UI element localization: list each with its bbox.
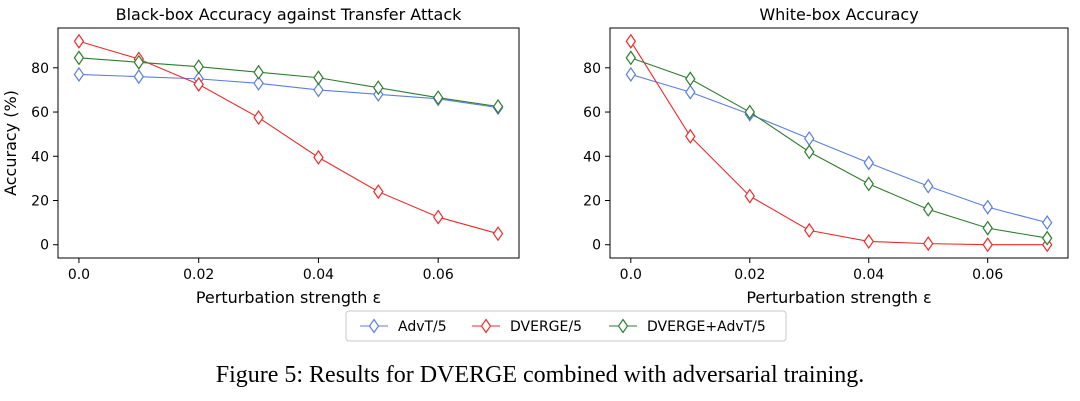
data-point-dverge-advt-5 xyxy=(982,220,993,236)
x-tick-label: 0.02 xyxy=(734,267,765,283)
data-point-dverge-5 xyxy=(432,209,444,225)
data-point-dverge-5 xyxy=(804,222,815,238)
series-dverge-5 xyxy=(625,33,1053,253)
series-line-advt-5 xyxy=(78,73,499,109)
data-point-dverge-advt-5 xyxy=(685,71,696,87)
data-point-advt-5 xyxy=(863,155,874,171)
data-point-advt-5 xyxy=(804,131,815,147)
data-point-dverge-advt-5 xyxy=(313,70,324,86)
x-tick-label: 0.06 xyxy=(972,267,1003,283)
data-point-dverge-advt-5 xyxy=(73,50,85,66)
y-tick-label: 80 xyxy=(31,61,49,77)
y-tick-label: 0 xyxy=(592,238,601,254)
data-point-dverge-5 xyxy=(685,128,696,144)
legend-entry-dverge-advt-5: DVERGE+AdvT/5 xyxy=(609,318,766,335)
x-tick-label: 0.04 xyxy=(853,267,884,283)
data-point-dverge-5 xyxy=(193,76,204,92)
series-advt-5 xyxy=(625,66,1053,231)
data-point-dverge-advt-5 xyxy=(744,104,756,120)
series-line-dverge-5 xyxy=(630,40,1048,246)
data-point-dverge-5 xyxy=(373,184,384,200)
plot-frame xyxy=(57,27,520,259)
chart-title: White-box Accuracy xyxy=(759,5,918,24)
data-point-dverge-advt-5 xyxy=(432,90,444,106)
legend: AdvT/5 DVERGE/5 DVERGE+AdvT/5 xyxy=(345,310,787,342)
x-tick-label: 0.06 xyxy=(423,267,454,283)
data-point-dverge-5 xyxy=(744,188,756,204)
x-tick-label: 0.0 xyxy=(68,267,90,283)
y-tick-label: 0 xyxy=(40,238,49,254)
legend-marker xyxy=(617,318,629,334)
data-point-dverge-advt-5 xyxy=(253,64,264,80)
data-point-dverge-5 xyxy=(313,149,324,165)
data-point-dverge-advt-5 xyxy=(625,50,637,66)
data-point-advt-5 xyxy=(133,69,145,85)
y-tick-label: 60 xyxy=(583,105,601,121)
data-point-dverge-5 xyxy=(253,110,264,126)
y-tick-label: 60 xyxy=(31,105,49,121)
data-point-dverge-5 xyxy=(625,33,637,49)
data-point-dverge-advt-5 xyxy=(373,80,384,96)
data-point-dverge-5 xyxy=(922,236,934,252)
legend-marker xyxy=(480,318,492,334)
data-point-dverge-advt-5 xyxy=(133,54,145,70)
data-point-advt-5 xyxy=(982,199,993,215)
data-point-advt-5 xyxy=(685,84,696,100)
y-tick-label: 80 xyxy=(583,61,601,77)
series-line-advt-5 xyxy=(630,73,1048,224)
chart-white-box: White-box Accuracy 0.0 0.02 0.04 0.06 0 20 40 60… xyxy=(583,5,1069,307)
series-line-dverge-advt-5 xyxy=(630,57,1048,239)
legend-label: DVERGE/5 xyxy=(510,319,582,335)
data-point-advt-5 xyxy=(313,82,324,98)
plot-frame xyxy=(609,27,1069,259)
series-dverge-advt-5 xyxy=(625,50,1053,246)
data-point-dverge-advt-5 xyxy=(804,144,815,160)
legend-entry-advt-5: AdvT/5 xyxy=(360,318,447,335)
legend-label: AdvT/5 xyxy=(398,319,447,335)
data-point-dverge-5 xyxy=(492,226,504,242)
x-axis-label: Perturbation strength ε xyxy=(746,288,931,307)
data-point-advt-5 xyxy=(1041,215,1053,231)
data-point-dverge-advt-5 xyxy=(922,201,934,217)
data-point-dverge-advt-5 xyxy=(863,176,874,192)
data-point-dverge-5 xyxy=(863,233,874,249)
data-point-advt-5 xyxy=(625,66,637,82)
series-line-dverge-5 xyxy=(78,40,499,235)
data-point-dverge-5 xyxy=(982,237,993,253)
data-point-dverge-advt-5 xyxy=(193,59,204,75)
figure-caption: Figure 5: Results for DVERGE combined wi… xyxy=(215,362,865,388)
data-point-dverge-advt-5 xyxy=(1041,230,1053,246)
x-tick-label: 0.04 xyxy=(303,267,334,283)
y-tick-label: 40 xyxy=(31,149,49,165)
data-point-advt-5 xyxy=(73,66,85,82)
y-tick-label: 40 xyxy=(583,149,601,165)
data-point-advt-5 xyxy=(253,75,264,91)
legend-marker xyxy=(368,318,380,334)
legend-entry-dverge-5: DVERGE/5 xyxy=(472,318,582,335)
legend-label: DVERGE+AdvT/5 xyxy=(647,319,766,335)
data-point-dverge-advt-5 xyxy=(492,98,504,115)
x-tick-label: 0.0 xyxy=(620,267,642,283)
data-point-dverge-5 xyxy=(73,33,85,49)
legend-box xyxy=(345,310,787,342)
y-tick-label: 20 xyxy=(583,194,601,210)
series-dverge-advt-5 xyxy=(73,50,504,115)
chart-title: Black-box Accuracy against Transfer Atta… xyxy=(116,5,462,24)
x-tick-label: 0.02 xyxy=(183,267,214,283)
x-axis-label: Perturbation strength ε xyxy=(196,288,381,307)
data-point-advt-5 xyxy=(922,178,934,194)
y-tick-label: 20 xyxy=(31,194,49,210)
y-axis-label: Accuracy (%) xyxy=(1,90,20,196)
series-line-dverge-advt-5 xyxy=(78,57,499,108)
chart-black-box: Black-box Accuracy against Transfer Atta… xyxy=(1,5,520,307)
